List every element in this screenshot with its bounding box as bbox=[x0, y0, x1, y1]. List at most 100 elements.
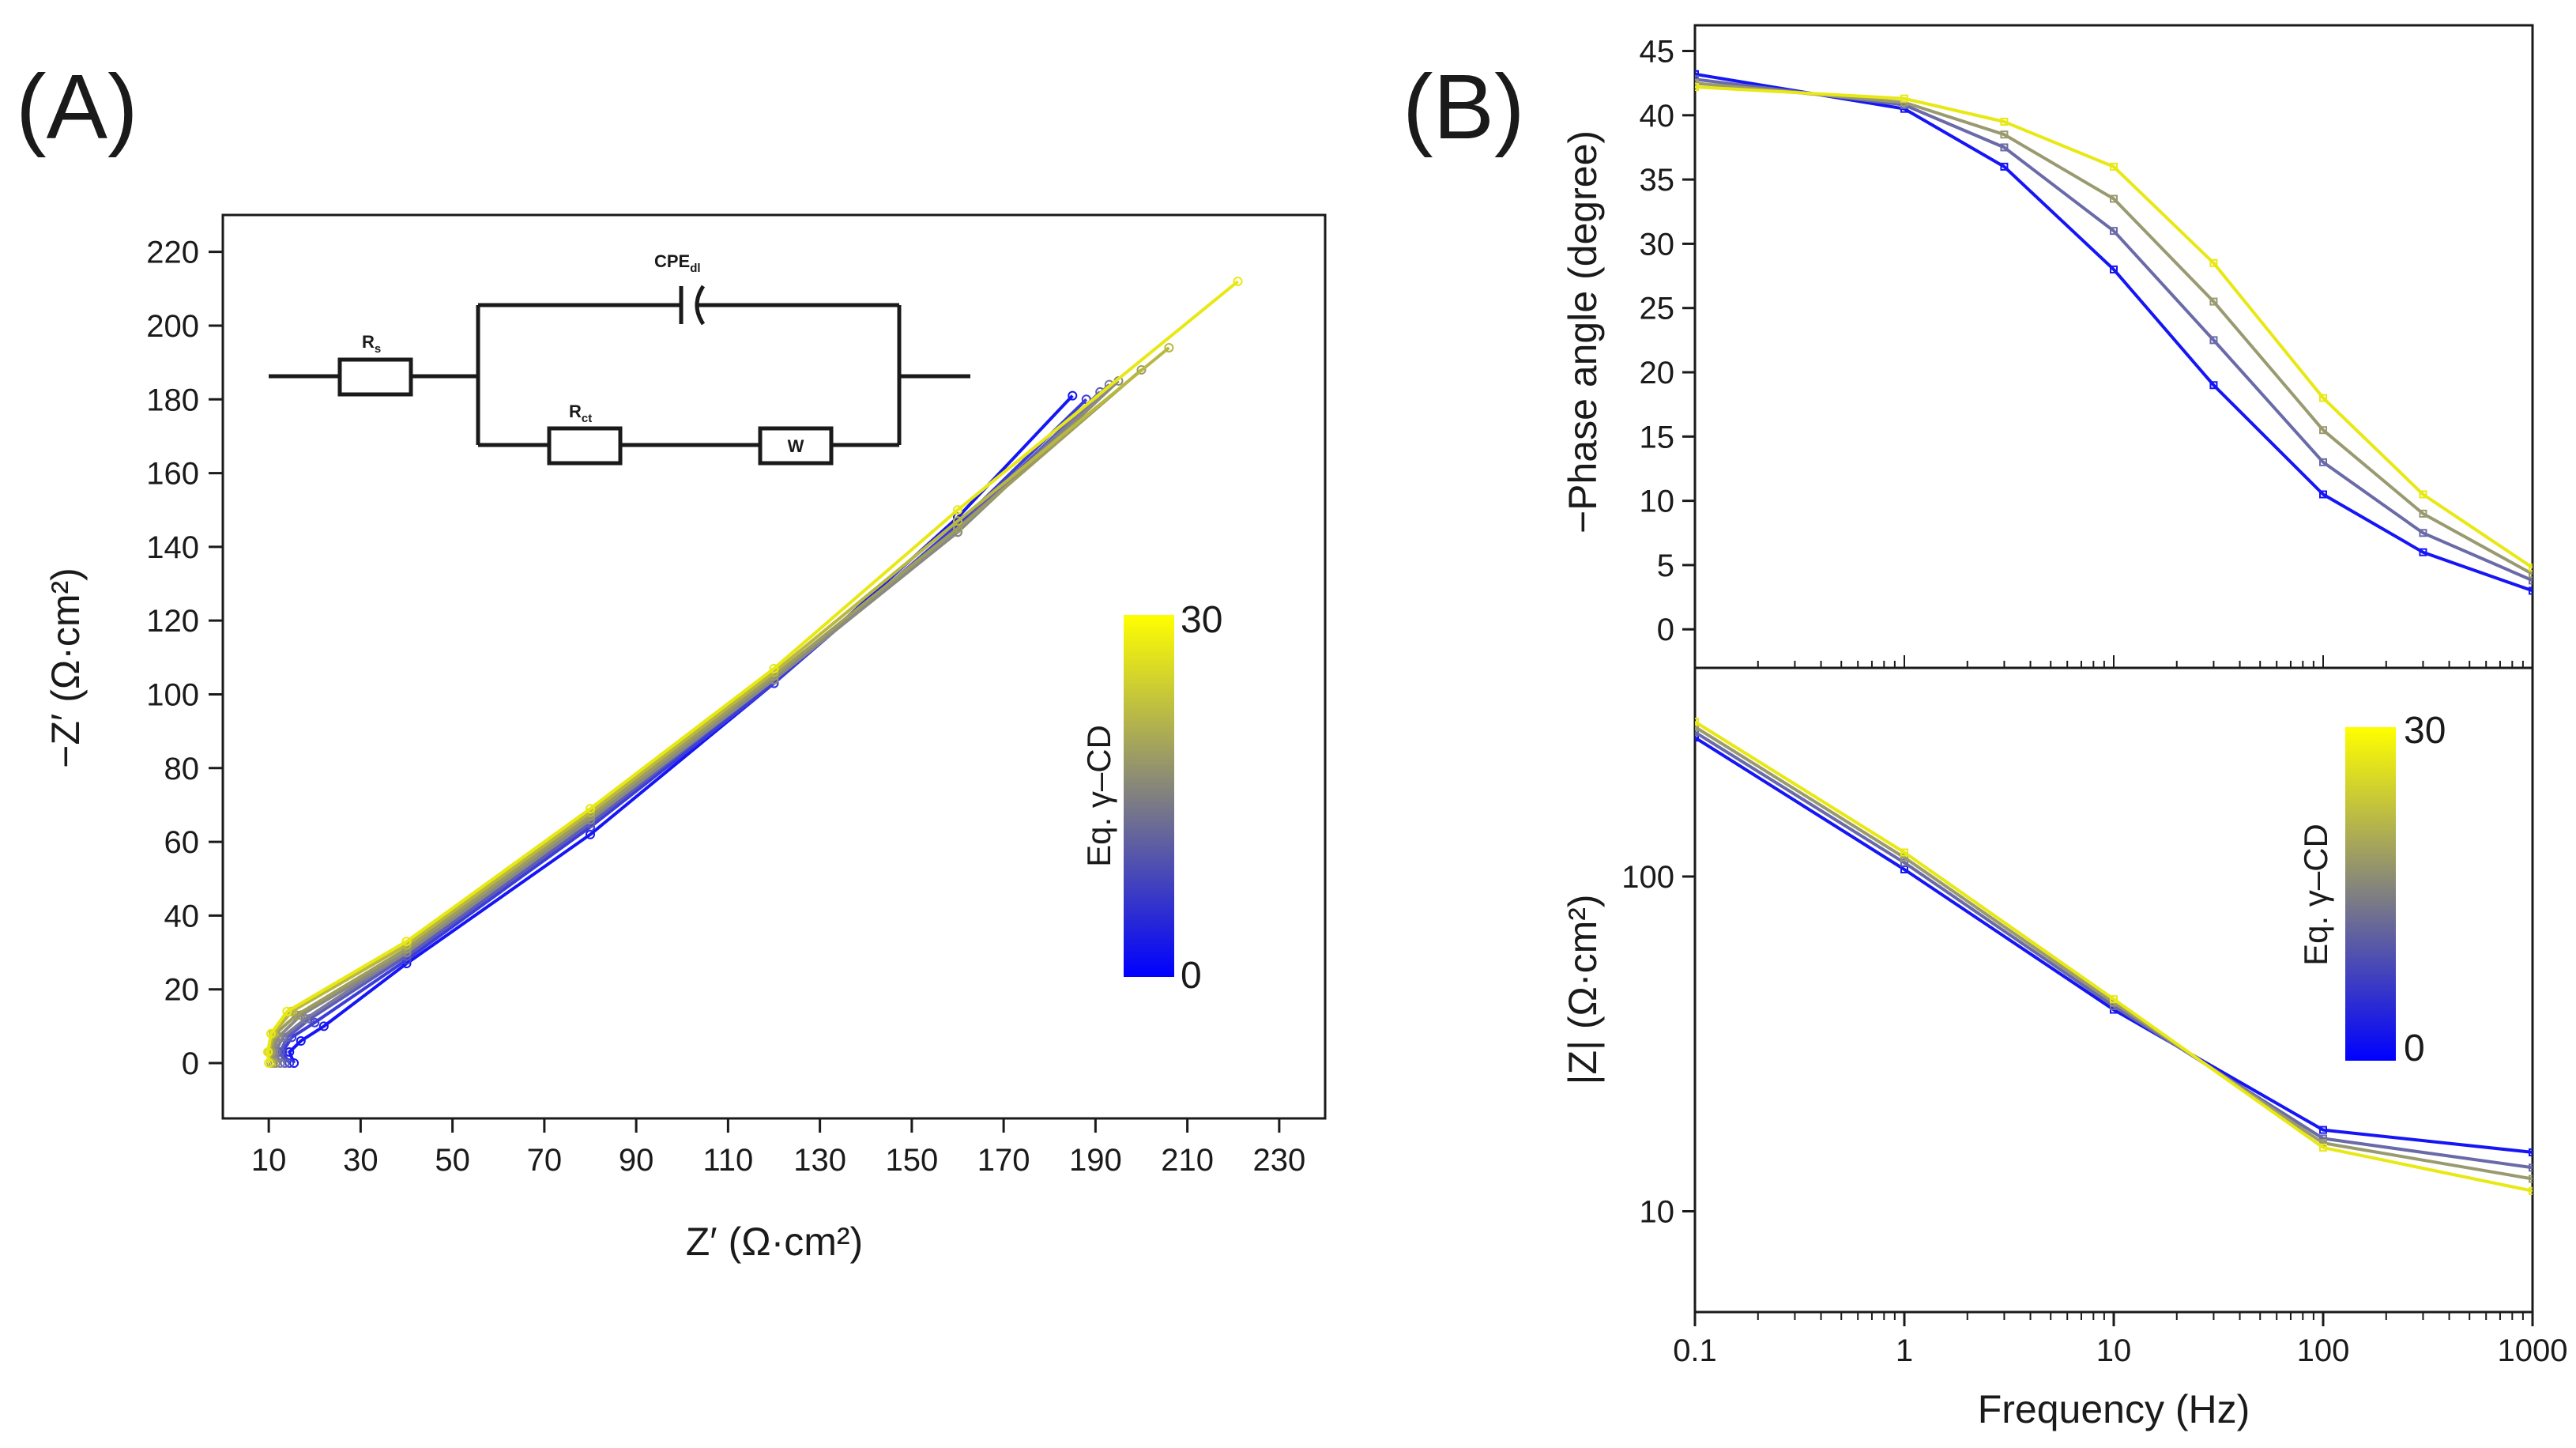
nyquist-data-point bbox=[318, 1021, 329, 1031]
equivalent-circuit-inset bbox=[269, 285, 970, 466]
modulus-series-group bbox=[1695, 718, 2533, 1195]
phase-data-point bbox=[2529, 576, 2533, 585]
phase-y-ticks: 0 5 10 15 20 25 30 35 40 45 bbox=[1640, 35, 1695, 647]
modulus-data-point bbox=[1695, 722, 1699, 731]
nyquist-y-tick-label: 120 bbox=[146, 604, 199, 639]
modulus-data-point bbox=[1900, 848, 1908, 857]
panel-label-a: (A) bbox=[16, 55, 138, 158]
nyquist-y-tick-label: 220 bbox=[146, 236, 199, 270]
nyquist-x-tick-label: 10 bbox=[251, 1143, 287, 1178]
nyquist-x-axis-title: Z′ (Ω·cm²) bbox=[686, 1220, 863, 1264]
phase-series-line bbox=[1695, 81, 2533, 576]
modulus-data-point bbox=[2529, 1186, 2533, 1195]
modulus-y-ticks: 10 100 bbox=[1621, 860, 1695, 1230]
phase-y-tick-label: 45 bbox=[1640, 35, 1675, 70]
phase-data-point bbox=[2209, 258, 2218, 267]
circuit-rct-label: Rct bbox=[569, 402, 592, 425]
nyquist-colorbar bbox=[1124, 615, 1174, 977]
nyquist-data-point bbox=[586, 804, 595, 814]
nyquist-colorbar-label: Eq. γ–CD bbox=[1080, 725, 1117, 867]
phase-data-point bbox=[2209, 297, 2218, 306]
nyquist-y-tick-label: 140 bbox=[146, 530, 199, 565]
phase-data-point bbox=[2529, 570, 2533, 579]
phase-data-point bbox=[2110, 162, 2118, 171]
modulus-data-point bbox=[2529, 1163, 2533, 1172]
nyquist-data-point bbox=[284, 1058, 295, 1069]
phase-data-point bbox=[1695, 83, 1699, 92]
modulus-data-point bbox=[1695, 728, 1699, 737]
circuit-cpe-arc bbox=[695, 285, 706, 326]
nyquist-data-point bbox=[1233, 276, 1243, 286]
phase-data-point bbox=[2529, 586, 2533, 595]
modulus-x-tick-label: 100 bbox=[2297, 1333, 2350, 1368]
modulus-series-line bbox=[1695, 730, 2533, 1170]
modulus-x-tick-label: 10 bbox=[2096, 1333, 2132, 1368]
modulus-data-point bbox=[2319, 1126, 2327, 1134]
phase-y-tick-label: 35 bbox=[1640, 163, 1675, 198]
modulus-data-point bbox=[1695, 718, 1699, 726]
nyquist-data-point bbox=[296, 1036, 306, 1046]
nyquist-y-tick-label: 200 bbox=[146, 309, 199, 344]
nyquist-x-tick-label: 190 bbox=[1069, 1143, 1122, 1178]
nyquist-y-tick-label: 0 bbox=[182, 1046, 199, 1081]
nyquist-data-point bbox=[953, 505, 962, 515]
phase-data-point bbox=[2000, 117, 2009, 126]
modulus-x-tick-label: 1000 bbox=[2498, 1333, 2568, 1368]
nyquist-data-point bbox=[280, 1058, 290, 1069]
nyquist-series-line bbox=[288, 394, 1074, 1064]
nyquist-x-tick-label: 30 bbox=[343, 1143, 378, 1178]
nyquist-y-tick-label: 100 bbox=[146, 677, 199, 712]
modulus-series-line bbox=[1695, 720, 2533, 1193]
modulus-y-axis-title: |Z| (Ω·cm²) bbox=[1561, 894, 1605, 1084]
phase-data-point bbox=[2110, 194, 2118, 203]
phase-series-line bbox=[1695, 77, 2533, 583]
phase-series-line bbox=[1695, 72, 2533, 593]
phase-data-point bbox=[2419, 548, 2427, 556]
nyquist-x-tick-label: 90 bbox=[619, 1143, 654, 1178]
nyquist-y-tick-label: 40 bbox=[164, 899, 200, 933]
modulus-x-ticks: 0.1 1 10 100 1000 bbox=[1673, 1312, 2567, 1368]
circuit-rct-resistor bbox=[547, 426, 623, 466]
phase-y-tick-label: 30 bbox=[1640, 227, 1675, 262]
nyquist-data-point bbox=[284, 1047, 295, 1058]
modulus-colorbar-min: 0 bbox=[2404, 1028, 2425, 1069]
nyquist-data-point bbox=[769, 663, 779, 673]
phase-series-group bbox=[1695, 70, 2533, 595]
nyquist-y-tick-label: 160 bbox=[146, 457, 199, 492]
nyquist-colorbar-min: 0 bbox=[1181, 955, 1202, 997]
nyquist-series-line bbox=[266, 280, 1239, 1064]
phase-data-point bbox=[1900, 94, 1908, 103]
frequency-x-axis-title: Frequency (Hz) bbox=[1978, 1387, 2250, 1431]
modulus-x-tick-label: 1 bbox=[1896, 1333, 1913, 1368]
nyquist-data-point bbox=[264, 1058, 274, 1069]
nyquist-x-ticks: 10 30 50 70 90 110 130 150 170 190 210 230 bbox=[251, 1118, 1305, 1178]
circuit-rs-label: Rs bbox=[362, 332, 381, 356]
modulus-data-point bbox=[2529, 1175, 2533, 1183]
modulus-data-point bbox=[1900, 858, 1908, 867]
phase-y-tick-label: 20 bbox=[1640, 356, 1675, 390]
nyquist-plot-frame bbox=[221, 213, 1327, 1120]
nyquist-y-tick-label: 20 bbox=[164, 973, 200, 1008]
phase-data-point bbox=[2110, 265, 2118, 273]
nyquist-x-tick-label: 150 bbox=[886, 1143, 939, 1178]
phase-y-tick-label: 5 bbox=[1657, 549, 1674, 583]
nyquist-x-tick-label: 170 bbox=[977, 1143, 1030, 1178]
nyquist-colorbar-max: 30 bbox=[1181, 599, 1222, 641]
panel-label-b: (B) bbox=[1403, 55, 1525, 158]
nyquist-series-line bbox=[281, 398, 1088, 1065]
nyquist-data-point bbox=[401, 937, 412, 947]
modulus-y-tick-label: 100 bbox=[1621, 860, 1674, 895]
modulus-colorbar-max: 30 bbox=[2404, 710, 2446, 752]
phase-data-point bbox=[2419, 529, 2427, 537]
phase-data-point bbox=[2209, 336, 2218, 345]
phase-data-point bbox=[2319, 458, 2327, 466]
modulus-data-point bbox=[2319, 1143, 2327, 1152]
phase-data-point bbox=[2419, 509, 2427, 518]
phase-y-axis-title: −Phase angle (degree) bbox=[1561, 130, 1605, 534]
phase-series-line bbox=[1695, 85, 2533, 569]
phase-data-point bbox=[2319, 490, 2327, 499]
phase-data-point bbox=[2529, 564, 2533, 572]
phase-data-point bbox=[2000, 130, 2009, 139]
nyquist-x-tick-label: 110 bbox=[702, 1143, 753, 1178]
